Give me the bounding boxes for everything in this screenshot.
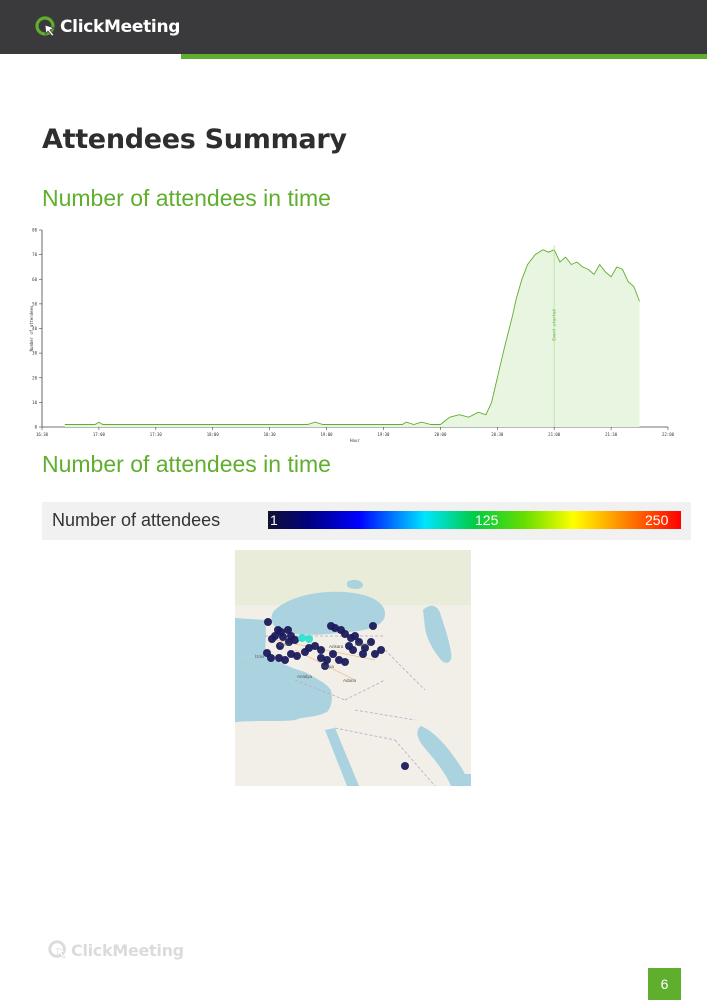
section-title-map: Number of attendees in time — [42, 451, 331, 477]
map-legend: Number of attendees 1 125 250 — [42, 502, 691, 540]
legend-gradient — [268, 511, 681, 529]
x-tick-label: 22:00 — [662, 432, 675, 437]
map-attendee-point[interactable] — [341, 630, 349, 638]
map-attendee-point[interactable] — [377, 646, 385, 654]
map-attendee-point[interactable] — [311, 642, 319, 650]
footer-brand-name: ClickMeeting — [71, 940, 184, 960]
map-attendee-point[interactable] — [341, 658, 349, 666]
clickmeeting-logo-icon — [48, 940, 67, 959]
map-attendee-point[interactable] — [351, 632, 359, 640]
x-tick-label: 16:30 — [36, 432, 49, 437]
brand-name: ClickMeeting — [60, 17, 181, 37]
map-attendee-point[interactable] — [305, 635, 313, 643]
x-tick-label: 18:30 — [264, 432, 277, 437]
map-city-label: İzmir — [255, 653, 265, 659]
y-tick-label: 60 — [32, 277, 37, 282]
map-city-label: Bursa — [279, 642, 291, 647]
map-attendee-point[interactable] — [284, 626, 292, 634]
map-attendee-point[interactable] — [264, 618, 272, 626]
map-attendee-point[interactable] — [401, 762, 409, 770]
y-tick-label: 40 — [32, 326, 37, 331]
x-tick-label: 21:00 — [548, 432, 561, 437]
x-tick-label: 17:30 — [150, 432, 163, 437]
y-tick-label: 70 — [32, 252, 37, 257]
map-city-label: Konya — [321, 664, 334, 669]
map-attendee-point[interactable] — [279, 633, 287, 641]
section-title-chart: Number of attendees in time — [42, 185, 331, 211]
y-tick-label: 10 — [32, 400, 37, 405]
x-tick-label: 21:30 — [605, 432, 618, 437]
legend-label: Number of attendees — [52, 510, 221, 530]
map-city-label: Kayseri — [355, 642, 370, 647]
footer-brand-logo: ClickMeeting — [48, 940, 184, 960]
clickmeeting-logo-icon — [35, 16, 56, 37]
x-tick-label: 19:00 — [321, 432, 334, 437]
map-attendee-point[interactable] — [293, 652, 301, 660]
map-attendee-point[interactable] — [359, 650, 367, 658]
map-attendee-point[interactable] — [321, 662, 329, 670]
x-tick-label: 20:00 — [434, 432, 447, 437]
page-number: 6 — [648, 968, 681, 1000]
attendees-map-svg: Ankara İzmir Bursa Antalya Konya Kayseri Adana — [235, 550, 471, 786]
x-tick-label: 18:00 — [207, 432, 220, 437]
map-attendee-point[interactable] — [329, 650, 337, 658]
page-title: Attendees Summary — [42, 124, 347, 155]
map-attendee-point[interactable] — [268, 635, 276, 643]
map-attendee-point[interactable] — [317, 646, 325, 654]
attendees-chart: 0 10 20 30 40 50 60 70 80 16:30 17:00 17:30 18:00 18:… — [28, 225, 680, 445]
map-attendee-point[interactable] — [276, 642, 284, 650]
x-tick-label: 17:00 — [93, 432, 106, 437]
map-attendee-point[interactable] — [345, 642, 353, 650]
legend-mid: 125 — [475, 512, 499, 528]
x-tick-label: 20:30 — [491, 432, 504, 437]
map-attendee-point[interactable] — [355, 638, 363, 646]
y-tick-label: 50 — [32, 301, 37, 306]
y-tick-label: 0 — [35, 425, 38, 430]
x-axis-label: Hour — [350, 438, 360, 443]
map-city-label: Antalya — [297, 674, 313, 679]
brand-logo[interactable]: ClickMeeting — [35, 14, 180, 40]
series-line — [64, 249, 640, 425]
map-city-label: Ankara — [329, 644, 344, 649]
map-attendee-point[interactable] — [281, 656, 289, 664]
legend-min: 1 — [270, 512, 278, 528]
series-area — [64, 249, 640, 427]
map-city-label: Adana — [343, 678, 357, 683]
map-attendee-point[interactable] — [371, 650, 379, 658]
header-bar: ClickMeeting — [0, 0, 707, 54]
map-attendee-point[interactable] — [285, 638, 293, 646]
y-tick-label: 80 — [32, 228, 37, 233]
y-tick-label: 30 — [32, 351, 37, 356]
attendees-chart-svg: 0 10 20 30 40 50 60 70 80 16:30 17:00 17:30 18:00 18:… — [29, 228, 675, 444]
y-tick-label: 20 — [32, 375, 37, 380]
attendees-map[interactable]: Ankara İzmir Bursa Antalya Konya Kayseri Adana — [235, 550, 471, 786]
map-attendee-point[interactable] — [267, 654, 275, 662]
event-started-label: Event started — [552, 309, 557, 341]
header-accent-line — [181, 54, 707, 59]
map-attendee-point[interactable] — [367, 638, 375, 646]
map-attendee-point[interactable] — [298, 634, 306, 642]
map-attendee-point[interactable] — [369, 622, 377, 630]
legend-max: 250 — [645, 512, 669, 528]
y-axis-label: Number of attendees — [29, 305, 34, 351]
x-tick-label: 19:30 — [377, 432, 390, 437]
